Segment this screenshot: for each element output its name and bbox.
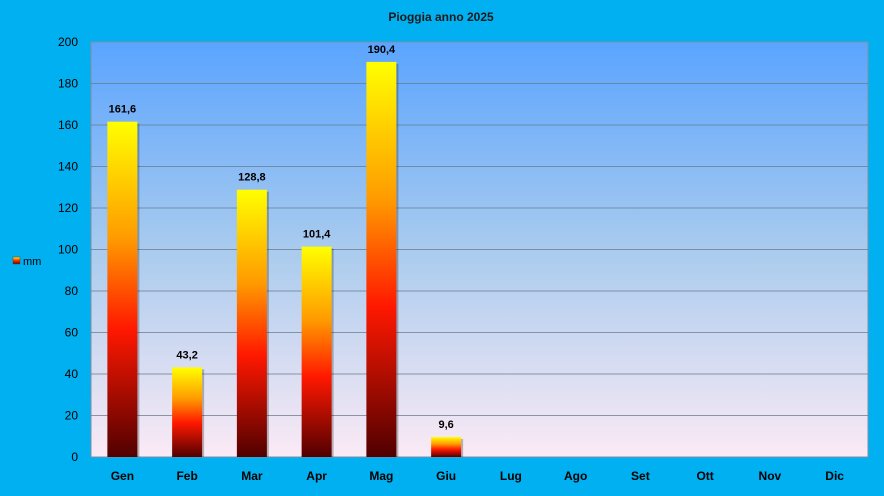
bar [236, 189, 267, 458]
legend-label: mm [23, 256, 41, 268]
data-label: 128,8 [238, 172, 266, 184]
x-tick-label: Gen [111, 469, 134, 483]
x-tick-label: Apr [306, 469, 327, 483]
y-tick-label: 120 [58, 201, 78, 215]
bar [107, 121, 138, 458]
y-tick-label: 180 [58, 77, 78, 91]
x-tick-label: Ago [564, 469, 587, 483]
bar [366, 61, 397, 458]
gridlines [91, 83, 868, 416]
bar [172, 367, 203, 457]
data-label: 101,4 [303, 229, 331, 241]
y-tick-label: 80 [65, 284, 79, 298]
y-tick-label: 20 [65, 409, 79, 423]
x-tick-label: Mag [369, 469, 393, 483]
data-labels: 161,6 43,2 128,8 101,4 190,4 9,6 [109, 44, 454, 431]
y-tick-label: 60 [65, 326, 79, 340]
chart-title: Pioggia anno 2025 [388, 10, 494, 24]
x-tick-label: Dic [825, 469, 844, 483]
y-axis: 0 20 40 60 80 100 120 140 160 180 200 [58, 35, 78, 464]
data-label: 161,6 [109, 104, 137, 116]
y-tick-label: 200 [58, 35, 78, 49]
bar-series [107, 61, 464, 458]
x-tick-label: Feb [176, 469, 197, 483]
x-tick-label: Mar [241, 469, 263, 483]
x-tick-label: Giu [436, 469, 456, 483]
x-tick-label: Ott [696, 469, 713, 483]
y-tick-label: 140 [58, 160, 78, 174]
y-tick-label: 0 [71, 450, 78, 464]
bar [431, 437, 462, 457]
x-axis: Gen Feb Mar Apr Mag Giu Lug Ago Set Ott Nov Dic [111, 469, 845, 483]
bar [301, 246, 332, 457]
y-tick-label: 40 [65, 367, 79, 381]
y-tick-label: 100 [58, 243, 78, 257]
x-tick-label: Set [631, 469, 650, 483]
legend-swatch [12, 256, 21, 265]
data-label: 9,6 [438, 419, 453, 431]
data-label: 43,2 [176, 349, 197, 361]
x-tick-label: Nov [759, 469, 782, 483]
x-tick-label: Lug [500, 469, 522, 483]
data-label: 190,4 [368, 44, 396, 56]
legend: mm [12, 256, 41, 268]
y-tick-label: 160 [58, 118, 78, 132]
